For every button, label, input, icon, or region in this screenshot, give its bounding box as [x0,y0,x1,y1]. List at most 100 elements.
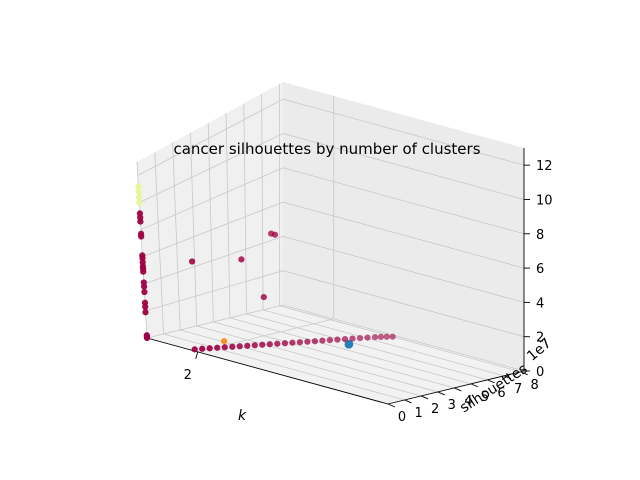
z-tick-label: 2 [536,331,544,346]
data-point [188,258,196,265]
z-grid-left [137,98,284,176]
y-tick-label: 4 [464,394,472,409]
data-point [274,340,281,347]
z-grid-left [142,201,284,258]
y-tick-mark [487,379,495,384]
y-tick-mark [420,395,429,400]
y-axis-offset-text: 1e7 [524,335,555,364]
data-point [220,338,228,345]
z-grid-back [282,133,525,200]
axis-panes [137,82,524,404]
y-grid-wall [207,122,214,322]
y-grid-floor [163,333,405,401]
y-grid-wall [172,142,181,330]
y-grid-wall [225,113,231,318]
data-point [136,199,143,206]
data-point [266,341,273,348]
y-tick-mark [520,371,528,376]
data-point [377,333,385,341]
x-axis-line [146,337,389,405]
data-point [259,341,266,348]
y-grid-floor [279,305,521,373]
z-tick-label: 8 [536,228,544,243]
data-point [142,309,149,316]
data-point [191,346,198,353]
back-wall-pane [283,82,524,371]
chart-title: cancer silhouettes by number of clusters [173,140,480,158]
y-grid-wall [261,93,264,310]
y-grid-floor [213,321,455,389]
y-tick-mark [470,383,479,388]
axis-lines [146,148,525,405]
data-point [251,342,258,349]
y-tick-label: 3 [448,398,456,413]
data-point [349,335,356,342]
data-point [221,344,228,351]
z-tick-label: 0 [536,365,544,380]
z-grid-back [282,98,525,166]
y-tick-label: 7 [514,382,522,397]
z-grid-left [140,167,284,231]
data-point [371,333,379,341]
data-point [389,333,396,340]
data-point [383,333,390,340]
z-tick-label: 12 [536,159,553,174]
y-axis-line [387,370,525,405]
data-point [141,288,148,296]
grid-lines [136,83,525,405]
y-tick-label: 8 [531,378,539,393]
y-tick-label: 0 [398,410,406,425]
z-grid-back [282,235,525,303]
z-grid-back [282,201,525,269]
x-grid-floor [197,318,334,353]
data-point [199,345,206,352]
y-tick-mark [503,375,512,380]
data-point [236,343,243,350]
data-point [229,343,236,350]
data-point [271,231,279,238]
data-point [142,303,149,311]
y-tick-label: 5 [481,390,489,405]
data-point [238,256,245,263]
data-point [364,334,371,341]
z-grid-back [282,167,525,235]
z-grid-left [146,304,284,339]
z-grid-left [143,236,284,285]
y-grid-floor [180,329,422,397]
data-point [136,210,144,217]
z-grid-left [145,270,284,312]
y-tick-mark [437,391,445,396]
y-grid-floor [196,325,438,393]
y-grid-floor [229,317,472,385]
data-point [356,334,364,342]
y-grid-wall [154,152,164,334]
data-points [135,183,396,353]
z-grid-left [139,133,284,203]
z-tick-label: 10 [536,193,553,208]
y-tick-mark [454,387,462,392]
y-grid-wall [190,132,198,326]
data-point [206,345,213,352]
data-point [214,344,221,351]
data-point [260,293,267,301]
z-tick-label: 4 [536,296,544,311]
data-point [135,194,143,201]
x-tick-label: 2 [184,368,192,383]
y-tick-mark [387,403,396,408]
data-point [138,233,145,240]
x-tick-mark [195,351,199,360]
z-grid-back [282,270,525,338]
left-wall-pane [137,82,283,338]
x-axis-label: k [238,408,247,424]
y-grid-floor [246,313,488,381]
data-point [344,339,354,349]
y-grid-wall [243,103,247,314]
y-tick-label: 2 [431,402,439,417]
data-point [244,342,251,349]
data-point [319,337,326,344]
y-tick-mark [404,399,412,404]
data-point [143,334,151,342]
data-point [311,338,319,345]
z-grid-back [282,304,525,372]
